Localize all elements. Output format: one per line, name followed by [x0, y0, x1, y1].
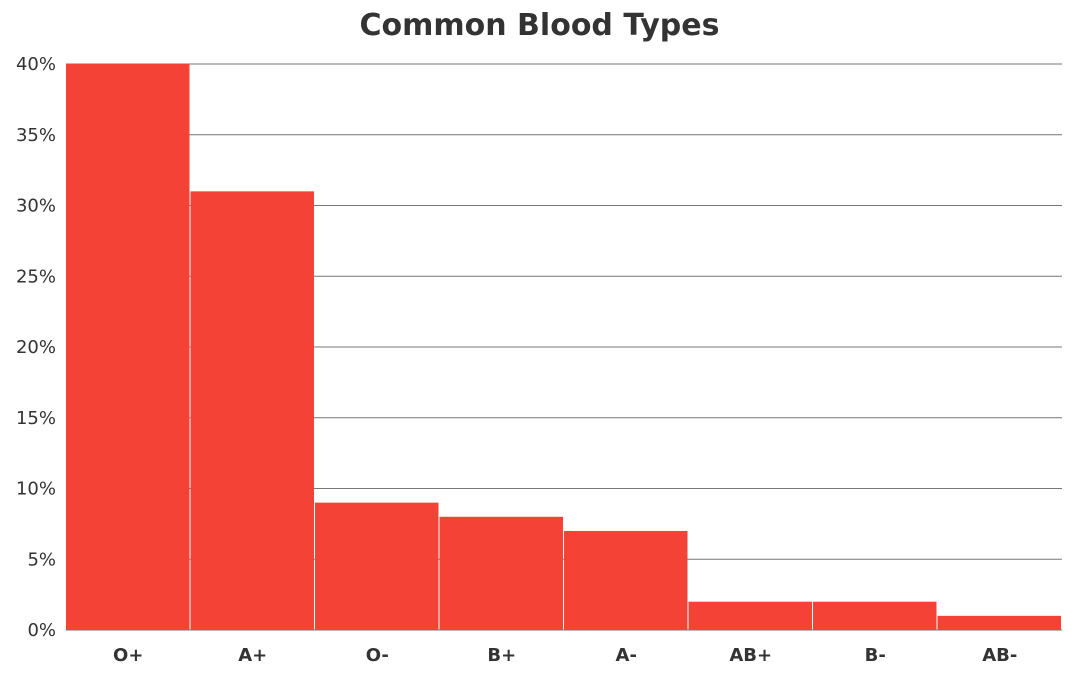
bar-o-negpos: [66, 64, 190, 630]
bar-o-neg: [315, 502, 439, 630]
y-tick-label: 40%: [16, 54, 56, 75]
x-tick-label: AB+: [729, 645, 772, 666]
bar-layer: [66, 64, 1061, 630]
y-tick-label: 20%: [16, 337, 56, 358]
y-tick-label: 25%: [16, 266, 56, 287]
x-tick-label: B+: [487, 645, 516, 666]
bar-b-negpos: [439, 516, 563, 630]
y-tick-label: 0%: [27, 620, 56, 641]
x-tick-label: AB-: [982, 645, 1017, 666]
bar-a-neg: [564, 530, 688, 630]
y-tick-label: 15%: [16, 408, 56, 429]
bar-ab-negpos: [688, 601, 812, 630]
bar-a-negpos: [190, 191, 314, 630]
x-tick-label: A+: [238, 645, 267, 666]
y-tick-label: 35%: [16, 125, 56, 146]
x-tick-label: A-: [616, 645, 637, 666]
x-tick-label: O+: [113, 645, 143, 666]
y-tick-label: 10%: [16, 479, 56, 500]
axis-layer: 0% 5% 10% 15% 20% 25% 30% 35% 40% O+ A+ O- B+ A- AB+ B-…: [16, 54, 1017, 666]
bar-ab-neg: [937, 615, 1061, 630]
y-tick-label: 5%: [27, 549, 56, 570]
y-tick-label: 30%: [16, 196, 56, 217]
x-tick-label: B-: [865, 645, 886, 666]
bar-b-neg: [813, 601, 937, 630]
x-tick-label: O-: [366, 645, 389, 666]
chart-title: Common Blood Types: [359, 8, 720, 43]
